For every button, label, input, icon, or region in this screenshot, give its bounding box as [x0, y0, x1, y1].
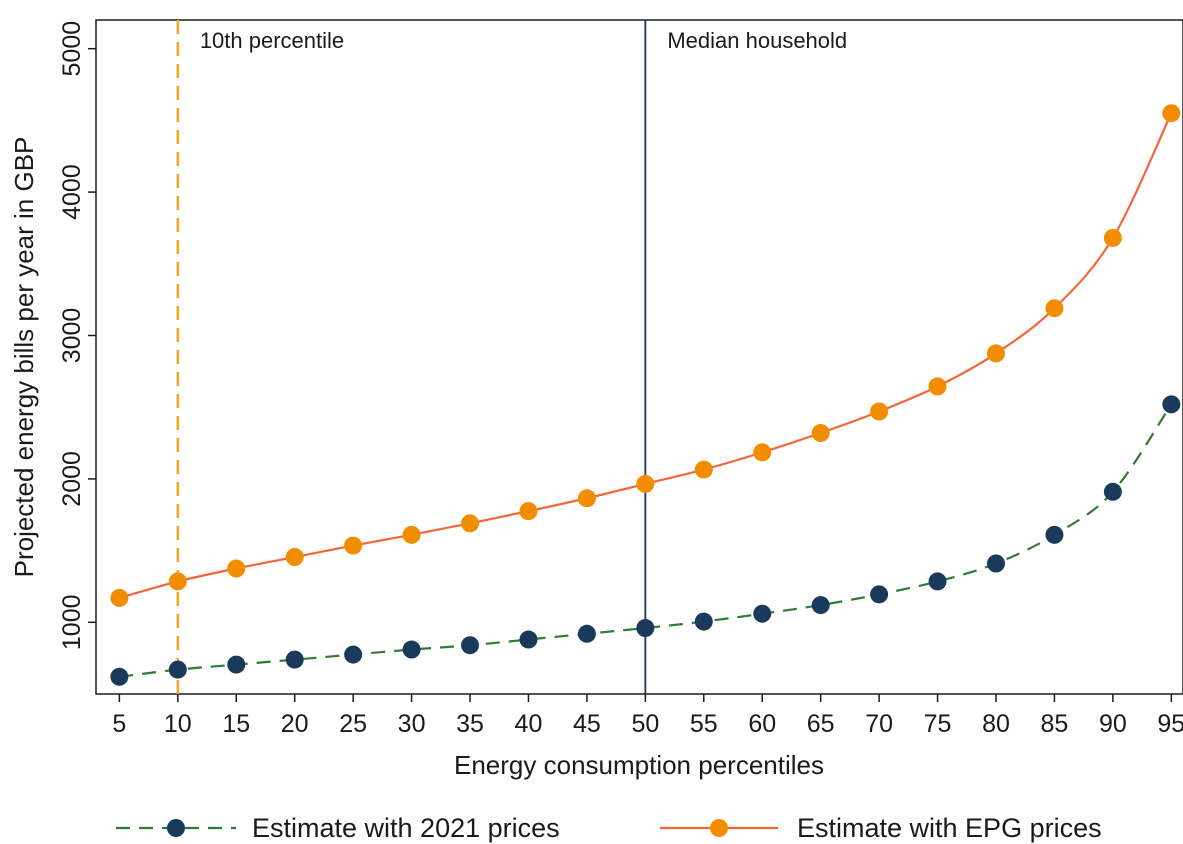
x-tick-label-5: 5	[112, 710, 126, 738]
series-1-point-10	[168, 572, 187, 591]
legend-label-1: Estimate with EPG prices	[797, 813, 1102, 843]
x-tick-label-55: 55	[690, 710, 718, 738]
series-0-point-10	[168, 660, 187, 679]
series-0-point-90	[1103, 482, 1122, 501]
series-1-point-15	[227, 559, 246, 578]
plot-frame	[95, 19, 1183, 695]
series-1-point-60	[753, 443, 772, 462]
series-0-point-95	[1162, 395, 1181, 414]
series-1-point-85	[1045, 299, 1064, 318]
y-tick-label-1000: 1000	[58, 594, 86, 650]
x-tick-label-85: 85	[1041, 710, 1069, 738]
series-0-point-20	[285, 650, 304, 669]
series-1-point-20	[285, 548, 304, 567]
series-1-point-75	[928, 377, 947, 396]
series-0-point-70	[870, 585, 889, 604]
series-0-point-15	[227, 655, 246, 674]
series-layer	[110, 104, 1181, 686]
y-axis-title: Projected energy bills per year in GBP	[9, 137, 39, 578]
x-tick-label-50: 50	[631, 710, 659, 738]
reference-label-50: Median household	[667, 28, 847, 53]
series-1-point-45	[577, 489, 596, 508]
x-tick-label-80: 80	[982, 710, 1010, 738]
series-0-point-25	[344, 645, 363, 664]
x-axis-title: Energy consumption percentiles	[454, 750, 824, 780]
series-1-point-55	[694, 460, 713, 479]
series-0-point-85	[1045, 525, 1064, 544]
series-1-point-80	[986, 344, 1005, 363]
series-1-point-35	[461, 514, 480, 533]
series-1-point-95	[1162, 104, 1181, 123]
legend-label-0: Estimate with 2021 prices	[252, 813, 560, 843]
legend-marker-1	[710, 819, 728, 837]
y-tick-label-5000: 5000	[58, 21, 86, 77]
series-1-point-90	[1103, 228, 1122, 247]
series-0-point-30	[402, 640, 421, 659]
series-0-point-40	[519, 630, 538, 649]
series-1-point-50	[636, 474, 655, 493]
legend: Estimate with 2021 prices Estimate with E…	[116, 813, 1102, 843]
y-tick-label-4000: 4000	[58, 164, 86, 220]
y-tick-label-3000: 3000	[58, 308, 86, 364]
x-tick-label-95: 95	[1157, 710, 1183, 738]
series-0-point-80	[986, 554, 1005, 573]
series-1-point-40	[519, 502, 538, 521]
legend-marker-0	[167, 819, 185, 837]
y-axis: 1000 2000 3000 4000 5000	[58, 21, 96, 650]
x-axis: 5 10 15 20 25 30 35 40 45 50 55 60 65 70 75 80 85 90 95	[112, 694, 1183, 738]
series-1-point-30	[402, 525, 421, 544]
x-tick-label-75: 75	[924, 710, 952, 738]
x-tick-label-65: 65	[807, 710, 835, 738]
reference-label-10: 10th percentile	[200, 28, 344, 53]
x-tick-label-10: 10	[164, 710, 192, 738]
x-tick-label-90: 90	[1099, 710, 1127, 738]
series-1-point-70	[870, 402, 889, 421]
x-tick-label-45: 45	[573, 710, 601, 738]
series-1-point-5	[110, 588, 129, 607]
reference-lines: 10th percentile Median household	[176, 20, 847, 694]
x-tick-label-20: 20	[281, 710, 309, 738]
series-0-point-60	[753, 604, 772, 623]
series-0-point-65	[811, 596, 830, 615]
x-tick-label-60: 60	[748, 710, 776, 738]
x-tick-label-70: 70	[865, 710, 893, 738]
x-tick-label-35: 35	[456, 710, 484, 738]
series-0-point-50	[636, 619, 655, 638]
series-0-point-35	[461, 636, 480, 655]
y-tick-label-2000: 2000	[58, 451, 86, 507]
series-1-point-25	[344, 536, 363, 555]
x-tick-label-15: 15	[222, 710, 250, 738]
series-0-point-55	[694, 612, 713, 631]
series-0-line	[119, 403, 1173, 678]
series-0-point-5	[110, 667, 129, 686]
series-0-point-75	[928, 572, 947, 591]
x-tick-label-40: 40	[515, 710, 543, 738]
x-tick-label-25: 25	[339, 710, 367, 738]
series-1-point-65	[811, 424, 830, 443]
series-0-point-45	[577, 624, 596, 643]
x-tick-label-30: 30	[398, 710, 426, 738]
